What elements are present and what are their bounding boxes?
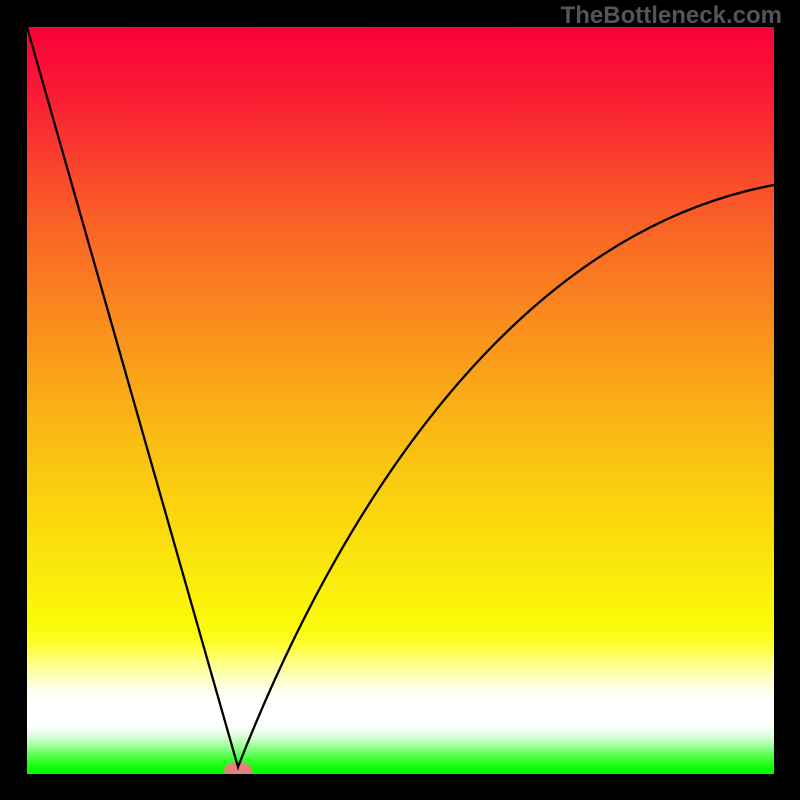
watermark-text: TheBottleneck.com: [561, 2, 782, 30]
bottleneck-chart: [0, 0, 800, 800]
plot-gradient-area: [27, 27, 774, 774]
